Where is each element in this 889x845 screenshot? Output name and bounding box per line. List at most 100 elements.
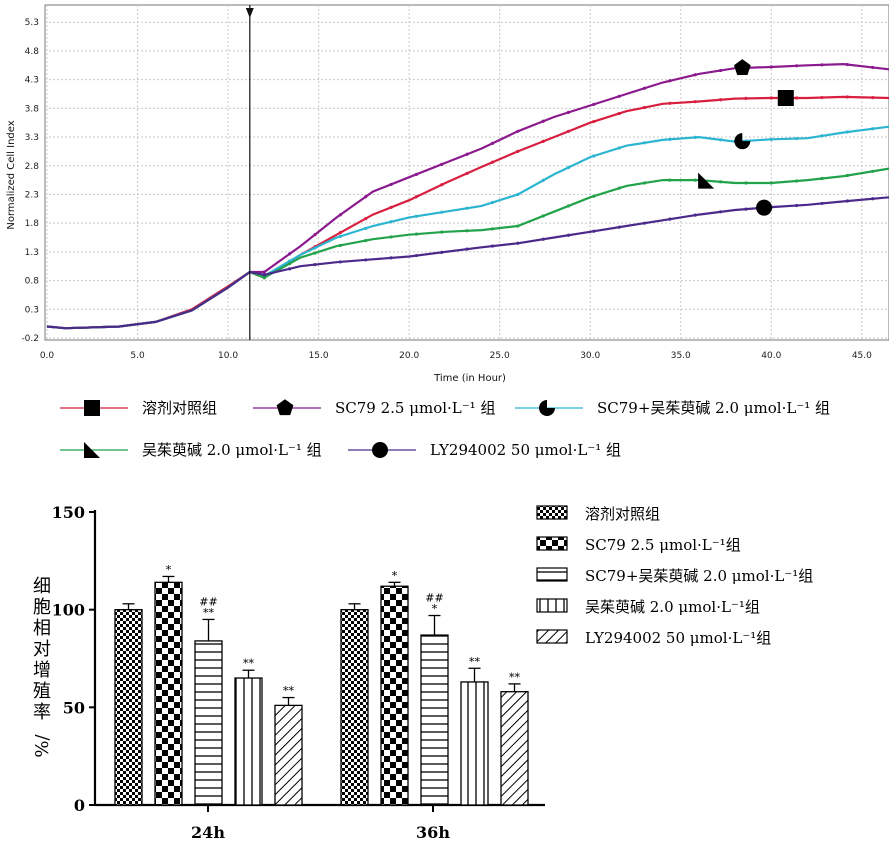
series-point	[288, 252, 292, 256]
series-marker-icon	[698, 172, 715, 189]
series-point	[693, 73, 697, 77]
series-point	[820, 95, 824, 100]
bar-legend-label: SC79+吴茱萸碱 2.0 μmol·L⁻¹组	[585, 567, 813, 585]
significance-mark: **	[283, 685, 295, 698]
legend-label: 吴茱萸碱 2.0 μmol·L⁻¹ 组	[142, 441, 322, 459]
series-point	[566, 129, 571, 133]
series-point	[338, 234, 342, 238]
bar	[274, 704, 303, 806]
bar-legend-swatch	[536, 567, 568, 582]
x-tick-label: 15.0	[309, 351, 329, 361]
series-point	[440, 183, 444, 187]
series-point	[668, 178, 672, 182]
series-point	[566, 233, 571, 237]
series-point	[465, 152, 469, 156]
legend-label: SC79 2.5 μmol·L⁻¹ 组	[335, 399, 495, 417]
event-marker	[245, 5, 254, 340]
series-point	[719, 210, 723, 214]
series-point	[845, 199, 849, 203]
series-point	[592, 154, 596, 158]
series-point	[465, 206, 469, 210]
series-point	[262, 273, 266, 277]
series-point	[668, 217, 672, 221]
series-point	[364, 216, 368, 221]
bar-legend-swatch	[536, 536, 568, 551]
series-point	[465, 229, 469, 233]
x-tick-label: 35.0	[671, 351, 691, 361]
bar-y-tick-label: 150	[52, 503, 85, 522]
series-point	[693, 135, 697, 139]
bar-ylabel-unit: %/	[32, 733, 53, 757]
series-point	[642, 105, 647, 110]
legend-label: LY294002 50 μmol·L⁻¹ 组	[430, 441, 621, 459]
series-point	[719, 98, 723, 102]
series-point	[668, 101, 672, 105]
series-point	[769, 181, 773, 185]
series-point	[490, 141, 495, 145]
series-point	[820, 134, 824, 138]
significance-mark: **	[243, 657, 255, 670]
y-tick-label: 1.8	[25, 219, 40, 229]
series-point	[769, 65, 773, 69]
series-point	[516, 224, 520, 228]
series-point	[642, 86, 647, 90]
series-point	[338, 231, 342, 235]
series-point	[592, 194, 596, 198]
bar	[234, 677, 263, 806]
event-arrow-icon	[245, 8, 254, 18]
series-point	[364, 258, 368, 262]
bar-ylabel-char: 细	[33, 576, 51, 597]
x-tick-label: 25.0	[490, 351, 510, 361]
y-tick-label: 3.8	[25, 104, 40, 114]
series-point	[617, 111, 621, 116]
series-point	[719, 138, 723, 142]
series-point	[566, 165, 571, 170]
series-point	[313, 263, 317, 267]
series-point	[617, 186, 621, 190]
series-point	[338, 243, 342, 248]
series-point	[592, 229, 596, 233]
series-point	[668, 137, 672, 141]
series-point	[642, 181, 647, 185]
y-tick-label: 4.3	[25, 76, 39, 86]
series-point	[820, 63, 824, 67]
series-point	[592, 102, 596, 106]
significance-mark: *	[432, 603, 438, 616]
legend-label: SC79+吴茱萸碱 2.0 μmol·L⁻¹ 组	[597, 399, 830, 417]
bar-legend-label: SC79 2.5 μmol·L⁻¹组	[585, 536, 741, 554]
y-tick-label: 3.3	[25, 133, 39, 143]
significance-mark: ##	[199, 595, 217, 608]
series-point	[795, 96, 799, 100]
x-tick-label: 5.0	[130, 351, 145, 361]
series-point	[389, 220, 393, 224]
legend-marker-icon	[276, 399, 294, 416]
series-point	[414, 214, 418, 218]
bar-ylabel-char: 殖	[33, 680, 51, 702]
x-tick-label: 0.0	[40, 351, 55, 361]
significance-mark: *	[166, 563, 172, 576]
series-point	[541, 119, 545, 123]
series-point	[871, 127, 875, 131]
series-point	[693, 100, 697, 104]
series-point	[617, 225, 621, 229]
series-point	[617, 146, 621, 150]
series-point	[566, 204, 571, 208]
y-tick-label: 5.3	[25, 18, 39, 28]
line-chart-markers	[698, 59, 794, 216]
series-point	[288, 259, 292, 263]
bar	[154, 581, 183, 806]
legend-marker-icon	[84, 400, 100, 416]
series-point	[719, 68, 723, 73]
series-point	[871, 169, 875, 173]
series-point	[490, 244, 495, 248]
bar-ylabel-char: 对	[33, 639, 51, 660]
y-tick-label: 4.8	[25, 47, 40, 57]
bar-x-tick-label: 24h	[191, 823, 225, 842]
series-point	[642, 221, 647, 225]
significance-mark: *	[392, 569, 398, 582]
series-line	[46, 196, 889, 330]
bar-ylabel-char: 胞	[33, 597, 51, 618]
series-point	[871, 65, 875, 70]
